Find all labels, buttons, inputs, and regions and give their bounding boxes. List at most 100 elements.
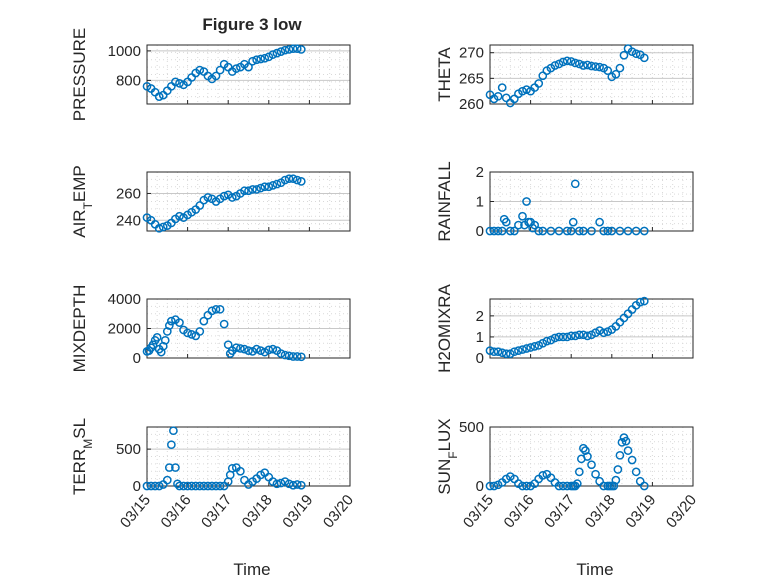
axes-box <box>146 426 351 487</box>
y-axis-label: AIRTEMP <box>70 165 95 238</box>
data-point <box>570 331 580 341</box>
subplot-mixdepth: 0 2000 4000 MIXDEPTH <box>70 285 351 372</box>
data-point <box>244 186 253 196</box>
axes-box <box>146 171 351 232</box>
data-point <box>607 226 617 236</box>
figure-title: Figure 3 low <box>202 15 302 34</box>
data-point <box>244 346 253 355</box>
y-tick-label: 0 <box>476 350 484 367</box>
y-tick-label: 1 <box>476 194 484 211</box>
data-point <box>505 98 515 108</box>
y-axis-label: RAINFALL <box>435 161 454 241</box>
data-point <box>595 217 604 227</box>
data-point <box>276 478 286 488</box>
data-point <box>631 226 641 236</box>
data-point <box>558 332 568 342</box>
data-point <box>292 175 302 185</box>
data-point <box>554 332 564 342</box>
data-point <box>292 44 302 54</box>
data-point <box>583 60 592 70</box>
data-point <box>603 66 613 76</box>
x-tick-label: 03/17 <box>198 492 235 532</box>
data-point <box>497 226 507 236</box>
y-tick-label: 260 <box>459 96 484 113</box>
data-point <box>256 54 266 64</box>
data-point <box>595 62 604 72</box>
data-point <box>522 85 531 94</box>
y-axis-label: H2OMIXRA <box>435 283 454 372</box>
data-point <box>572 479 582 488</box>
axes-box <box>146 44 351 105</box>
data-point <box>211 71 221 81</box>
data-point <box>207 306 217 316</box>
axes-box <box>489 298 694 359</box>
data-point <box>240 344 249 354</box>
data-point <box>175 318 184 327</box>
data-point <box>574 330 584 340</box>
data-point <box>518 481 527 491</box>
y-axis-label: THETA <box>435 47 454 102</box>
data-point <box>635 297 645 307</box>
data-point <box>195 201 205 210</box>
data-point <box>493 226 503 236</box>
data-point <box>223 340 233 350</box>
data-point <box>296 177 306 186</box>
y-tick-label: 260 <box>116 185 141 202</box>
data-point <box>493 91 503 101</box>
data-point <box>276 47 286 56</box>
data-point <box>579 226 588 236</box>
data-point <box>292 352 302 361</box>
data-point <box>635 476 645 486</box>
y-tick-label: 2 <box>476 308 484 325</box>
y-tick-label: 0 <box>133 350 141 367</box>
subplot-terr-msl: 0 500 03/15 03/16 03/17 03/18 03/19 03/20 TERRMS… <box>70 418 357 531</box>
data-point <box>501 349 511 359</box>
y-axis-label-main: TERR <box>70 449 89 495</box>
data-point <box>179 481 188 491</box>
data-point <box>272 48 282 58</box>
y-axis-label-main: AIR <box>70 209 89 237</box>
data-point <box>599 481 609 491</box>
data-point <box>288 352 298 361</box>
data-point <box>568 217 578 227</box>
data-point <box>599 328 609 338</box>
data-point <box>158 222 168 232</box>
data-point <box>558 57 568 67</box>
x-tick-label: 03/15 <box>117 492 154 532</box>
data-point <box>615 63 625 73</box>
data-point <box>579 330 588 340</box>
data-point <box>227 193 237 202</box>
data-point <box>187 330 197 339</box>
data-point <box>595 476 604 486</box>
data-point <box>195 327 205 336</box>
data-point <box>199 316 209 326</box>
data-point <box>570 58 580 68</box>
data-point <box>284 351 294 361</box>
data-point <box>530 342 540 351</box>
data-point <box>485 481 495 491</box>
data-point <box>203 193 213 202</box>
data-point <box>160 335 170 345</box>
data-point <box>164 463 174 472</box>
data-point <box>615 450 625 460</box>
data-point <box>615 226 625 236</box>
data-point <box>550 333 560 343</box>
data-point <box>203 481 213 491</box>
data-point <box>154 92 164 101</box>
data-point <box>183 328 192 338</box>
data-point <box>195 481 205 491</box>
data-point <box>268 50 278 59</box>
data-point <box>613 465 623 474</box>
data-point <box>231 64 241 73</box>
data-point <box>268 181 278 190</box>
data-point <box>631 49 641 59</box>
data-point <box>599 226 609 236</box>
data-point <box>199 481 209 491</box>
x-tick-label: 03/18 <box>239 492 276 532</box>
data-point <box>546 226 556 236</box>
y-tick-label: 800 <box>116 72 141 89</box>
data-point <box>570 481 580 491</box>
data-point <box>591 469 600 479</box>
data-point <box>579 443 588 453</box>
data-point <box>574 59 584 69</box>
